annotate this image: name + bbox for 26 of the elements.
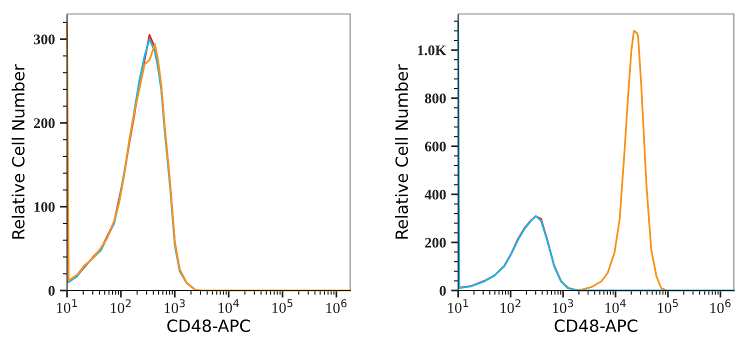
x-tick-label: 10$^{4}$ [218,299,239,313]
y-axis-title: Relative Cell Number [395,64,408,239]
y-tick-label: 800 [424,94,446,104]
x-tick-label: 10$^{3}$ [164,299,185,314]
x-tick-label: 10$^{2}$ [500,299,520,314]
x-tick-label: 10$^{6}$ [710,299,731,314]
x-axis-title: CD48-APC [167,319,250,332]
x-tick-label: 10$^{4}$ [605,299,626,313]
y-tick-label: 300 [34,34,55,44]
y-tick-label: 400 [424,190,446,200]
x-axis-title: CD48-APC [554,319,638,332]
y-tick-label: 1.0K [418,45,446,56]
y-axis-title: Relative Cell Number [12,64,25,239]
y-tick-label: 200 [34,118,55,128]
x-tick-label: 10$^{6}$ [326,299,347,314]
x-tick-label: 10$^{1}$ [448,299,468,313]
y-tick-label: 0 [48,286,55,296]
x-tick-label: 10$^{1}$ [57,299,77,313]
x-tick-label: 10$^{2}$ [110,299,131,314]
y-tick-label: 100 [34,202,55,212]
x-tick-label: 10$^{3}$ [553,299,574,314]
y-tick-label: 600 [424,142,446,152]
x-tick-label: 10$^{5}$ [272,299,292,313]
y-tick-label: 200 [425,238,446,248]
x-tick-label: 10$^{5}$ [658,299,678,313]
y-tick-label: 0 [440,286,446,296]
